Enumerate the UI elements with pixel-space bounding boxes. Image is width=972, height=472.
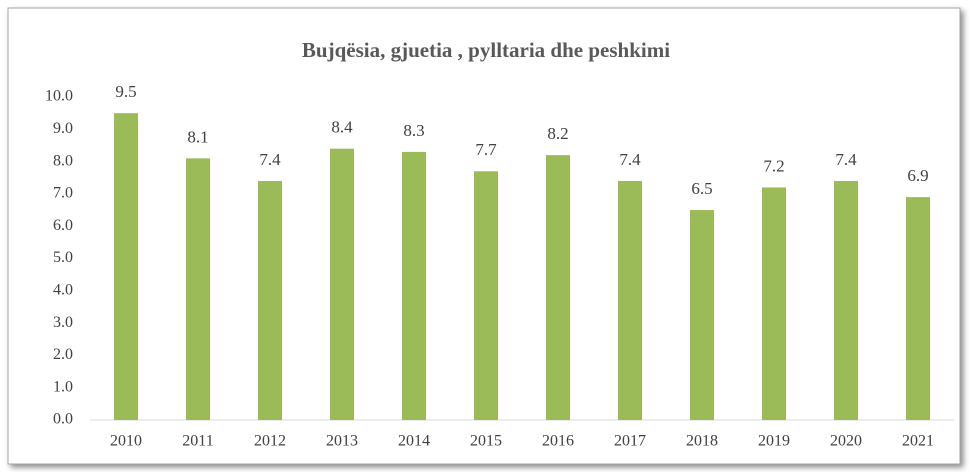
y-tick-label: 1.0 [53,378,73,395]
y-tick-label: 7.0 [53,185,73,202]
y-tick-label: 9.0 [53,120,73,137]
y-tick-label: 3.0 [53,314,73,331]
x-tick-label: 2019 [758,433,790,450]
bar [402,151,426,420]
y-tick-label: 6.0 [53,217,73,234]
data-label: 6.9 [907,166,928,185]
chart-title: Bujqësia, gjuetia , pylltaria dhe peshki… [302,38,670,62]
data-label: 8.1 [187,127,208,146]
x-tick-label: 2011 [182,433,213,450]
data-label: 7.4 [619,150,641,169]
data-label: 7.4 [259,150,281,169]
x-tick-label: 2017 [614,433,646,450]
x-tick-label: 2021 [902,433,934,450]
bar [330,148,354,420]
data-label: 8.3 [403,121,424,140]
x-tick-label: 2015 [470,433,502,450]
x-tick-label: 2018 [686,433,718,450]
bar [690,210,714,420]
x-tick-label: 2020 [830,433,862,450]
bar [474,171,498,420]
bar [906,197,930,420]
bar [834,180,858,420]
x-tick-label: 2014 [398,433,430,450]
y-tick-label: 0.0 [53,411,73,428]
data-label: 9.5 [115,82,136,101]
bar [762,187,786,420]
bar [546,155,570,420]
bar [618,180,642,420]
data-label: 6.5 [691,179,712,198]
data-label: 8.2 [547,124,568,143]
bar [114,113,138,421]
y-tick-label: 4.0 [53,281,73,298]
data-label: 7.4 [835,150,857,169]
y-tick-label: 8.0 [53,152,73,169]
y-tick-label: 5.0 [53,249,73,266]
x-tick-label: 2013 [326,433,358,450]
x-tick-label: 2012 [254,433,286,450]
x-tick-label: 2016 [542,433,574,450]
data-label: 7.2 [763,156,784,175]
y-tick-label: 10.0 [45,88,73,105]
x-tick-label: 2010 [110,433,142,450]
data-label: 8.4 [331,118,353,137]
data-label: 7.7 [475,140,497,159]
bar [186,158,210,420]
bar [258,180,282,420]
y-tick-label: 2.0 [53,346,73,363]
